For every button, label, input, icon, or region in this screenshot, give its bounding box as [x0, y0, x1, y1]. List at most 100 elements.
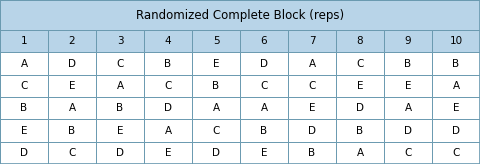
Text: D: D [116, 148, 124, 158]
Text: C: C [212, 126, 220, 135]
Text: A: A [405, 103, 411, 113]
Text: C: C [116, 59, 124, 69]
Bar [0, 142, 48, 164]
Bar [0, 97, 48, 119]
Bar [48, 97, 96, 119]
Text: B: B [213, 81, 219, 91]
Text: 3: 3 [117, 36, 123, 46]
Text: C: C [68, 148, 76, 158]
Text: D: D [68, 59, 76, 69]
Bar [144, 97, 192, 119]
Bar [336, 97, 384, 119]
Bar [336, 142, 384, 164]
Text: D: D [164, 103, 172, 113]
Text: E: E [21, 126, 27, 135]
Bar [240, 142, 288, 164]
Text: B: B [309, 148, 315, 158]
Bar [0, 75, 48, 97]
Bar [192, 119, 240, 142]
Bar [0, 30, 48, 52]
Bar [144, 142, 192, 164]
Bar [384, 97, 432, 119]
Bar [96, 30, 144, 52]
Text: 8: 8 [357, 36, 363, 46]
Bar [240, 30, 288, 52]
Text: A: A [261, 103, 267, 113]
Text: 2: 2 [69, 36, 75, 46]
Text: A: A [21, 59, 27, 69]
Bar [240, 119, 288, 142]
Text: A: A [453, 81, 459, 91]
Bar [288, 75, 336, 97]
Text: A: A [117, 81, 123, 91]
Text: E: E [453, 103, 459, 113]
Bar [432, 142, 480, 164]
Text: B: B [357, 126, 363, 135]
Bar [384, 119, 432, 142]
Text: A: A [165, 126, 171, 135]
Text: 5: 5 [213, 36, 219, 46]
Text: E: E [69, 81, 75, 91]
Text: 4: 4 [165, 36, 171, 46]
Bar [96, 142, 144, 164]
Bar [240, 52, 288, 75]
Text: D: D [20, 148, 28, 158]
Bar [432, 75, 480, 97]
Text: D: D [308, 126, 316, 135]
Text: E: E [117, 126, 123, 135]
Bar [48, 52, 96, 75]
Bar [96, 75, 144, 97]
Text: E: E [309, 103, 315, 113]
Bar [0, 119, 48, 142]
Text: D: D [260, 59, 268, 69]
Bar [336, 52, 384, 75]
Bar [432, 97, 480, 119]
Text: 7: 7 [309, 36, 315, 46]
Text: E: E [261, 148, 267, 158]
Bar [432, 30, 480, 52]
Text: 9: 9 [405, 36, 411, 46]
Text: D: D [404, 126, 412, 135]
Bar [432, 119, 480, 142]
Text: A: A [69, 103, 75, 113]
Text: C: C [20, 81, 28, 91]
Text: E: E [165, 148, 171, 158]
Text: A: A [213, 103, 219, 113]
Bar [48, 142, 96, 164]
Bar [288, 119, 336, 142]
Text: C: C [308, 81, 316, 91]
Text: 6: 6 [261, 36, 267, 46]
Bar [144, 119, 192, 142]
Text: B: B [21, 103, 27, 113]
Bar [48, 30, 96, 52]
Text: C: C [356, 59, 364, 69]
Text: 10: 10 [449, 36, 463, 46]
Text: Randomized Complete Block (reps): Randomized Complete Block (reps) [136, 9, 344, 22]
Bar [240, 97, 288, 119]
Text: C: C [404, 148, 412, 158]
Bar [192, 97, 240, 119]
Bar [336, 119, 384, 142]
Bar [192, 30, 240, 52]
Text: A: A [357, 148, 363, 158]
Text: B: B [69, 126, 75, 135]
Bar [192, 75, 240, 97]
Bar [336, 30, 384, 52]
Bar [384, 30, 432, 52]
Bar [288, 52, 336, 75]
Bar [48, 119, 96, 142]
Text: B: B [117, 103, 123, 113]
Bar [192, 52, 240, 75]
Bar [288, 97, 336, 119]
Bar [240, 75, 288, 97]
Bar [384, 75, 432, 97]
Text: B: B [405, 59, 411, 69]
Bar [48, 75, 96, 97]
Bar [96, 52, 144, 75]
Text: C: C [164, 81, 172, 91]
Bar [288, 142, 336, 164]
Text: D: D [356, 103, 364, 113]
Bar [96, 119, 144, 142]
Bar [144, 30, 192, 52]
Text: E: E [213, 59, 219, 69]
